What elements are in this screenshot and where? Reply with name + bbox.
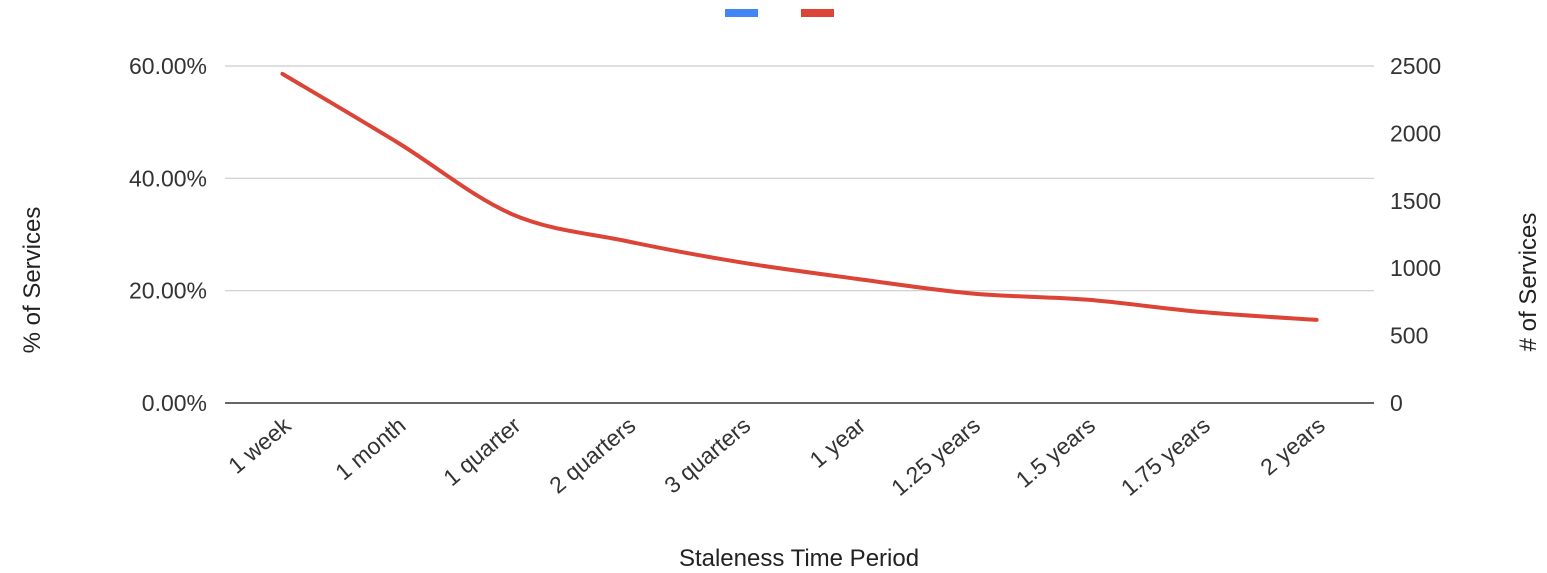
x-axis-ticks: 1 week 1 month 1 quarter 2 quarters 3 quarte… [223, 412, 1330, 501]
right-axis-ticks: 0 500 1000 1500 2000 2500 [1390, 53, 1441, 416]
x-tick-label: 2 quarters [544, 412, 640, 498]
legend-swatch-0 [725, 9, 758, 17]
left-axis-ticks: 0.00% 20.00% 40.00% 60.00% [129, 53, 207, 416]
x-tick-label: 1 year [804, 412, 870, 473]
x-tick-label: 1.5 years [1011, 412, 1100, 493]
right-axis-title: # of Services [1515, 213, 1542, 352]
legend-swatch-1 [801, 9, 834, 17]
x-axis-title: Staleness Time Period [679, 545, 919, 572]
right-tick-label: 1000 [1390, 255, 1441, 281]
x-tick-label: 1.25 years [886, 412, 985, 501]
left-tick-label: 20.00% [129, 278, 207, 304]
x-tick-label: 2 years [1255, 412, 1330, 480]
gridlines [225, 65, 1374, 404]
x-tick-label: 1 quarter [438, 412, 525, 491]
right-tick-label: 2000 [1390, 120, 1441, 146]
series-line-1 [280, 71, 1319, 322]
x-tick-label: 1.75 years [1116, 412, 1215, 501]
left-tick-label: 0.00% [142, 390, 207, 416]
left-axis-title: % of Services [19, 207, 46, 354]
series-layer [280, 71, 1319, 322]
legend [725, 9, 834, 17]
left-tick-label: 40.00% [129, 165, 207, 191]
right-tick-label: 0 [1390, 390, 1403, 416]
x-tick-label: 1 month [330, 412, 410, 485]
right-tick-label: 1500 [1390, 188, 1441, 214]
right-tick-label: 500 [1390, 323, 1428, 349]
right-tick-label: 2500 [1390, 53, 1441, 79]
left-tick-label: 60.00% [129, 53, 207, 79]
x-tick-label: 3 quarters [659, 412, 755, 498]
x-tick-label: 1 week [223, 412, 296, 479]
